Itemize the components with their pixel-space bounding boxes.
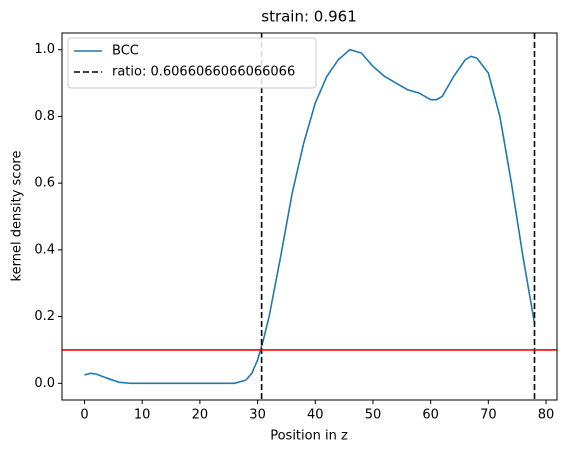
y-tick-label: 0.2 [34,309,55,324]
x-tick-label: 70 [480,408,497,423]
x-tick-label: 80 [538,408,555,423]
x-tick-label: 30 [249,408,266,423]
x-tick-label: 40 [307,408,324,423]
y-tick-label: 0.8 [34,109,55,124]
x-tick-label: 20 [192,408,209,423]
x-axis-label: Position in z [270,429,348,444]
x-tick-label: 0 [80,408,88,423]
x-tick-label: 10 [134,408,151,423]
legend-label: ratio: 0.6066066066066066 [112,65,295,80]
y-tick-label: 0.0 [34,376,55,391]
line-series [84,48,536,385]
y-tick-label: 0.6 [34,176,55,191]
y-axis-label: kernel density score [10,151,25,282]
legend-box [67,37,317,89]
chart-title: strain: 0.961 [261,8,357,26]
plot-frame [61,32,558,401]
x-tick-label: 50 [365,408,382,423]
legend-label: BCC [112,44,139,59]
x-tick-label: 60 [422,408,439,423]
y-tick-label: 1.0 [34,42,55,57]
y-tick-label: 0.4 [34,242,55,257]
